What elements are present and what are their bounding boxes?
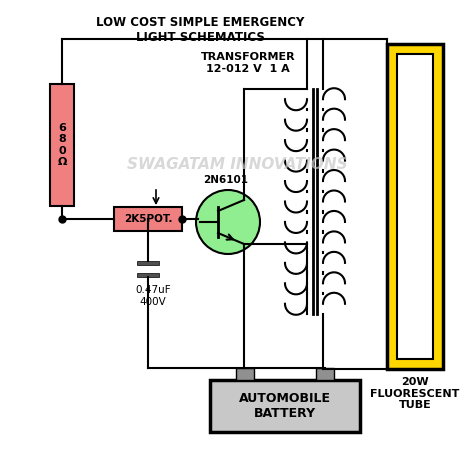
Bar bbox=[387, 44, 443, 369]
Text: 2K5POT.: 2K5POT. bbox=[124, 214, 172, 224]
Text: 6
8
0
Ω: 6 8 0 Ω bbox=[57, 123, 67, 167]
Text: 20W
FLUORESCENT
TUBE: 20W FLUORESCENT TUBE bbox=[370, 377, 460, 410]
Text: SWAGATAM INNOVATIONS: SWAGATAM INNOVATIONS bbox=[127, 156, 347, 172]
Bar bbox=[137, 261, 159, 265]
Bar bbox=[137, 273, 159, 277]
Bar bbox=[210, 380, 360, 432]
Text: 2N6101: 2N6101 bbox=[203, 175, 248, 185]
Bar bbox=[316, 368, 334, 380]
Text: LOW COST SIMPLE EMERGENCY
LIGHT SCHEMATICS: LOW COST SIMPLE EMERGENCY LIGHT SCHEMATI… bbox=[96, 16, 304, 44]
Text: 0.47uF
400V: 0.47uF 400V bbox=[135, 285, 171, 307]
Circle shape bbox=[196, 190, 260, 254]
Text: TRANSFORMER
12-012 V  1 A: TRANSFORMER 12-012 V 1 A bbox=[201, 53, 295, 74]
Bar bbox=[114, 207, 182, 231]
Bar bbox=[397, 54, 433, 359]
Bar bbox=[236, 368, 254, 380]
Text: AUTOMOBILE
BATTERY: AUTOMOBILE BATTERY bbox=[239, 392, 331, 420]
Bar bbox=[50, 84, 74, 206]
